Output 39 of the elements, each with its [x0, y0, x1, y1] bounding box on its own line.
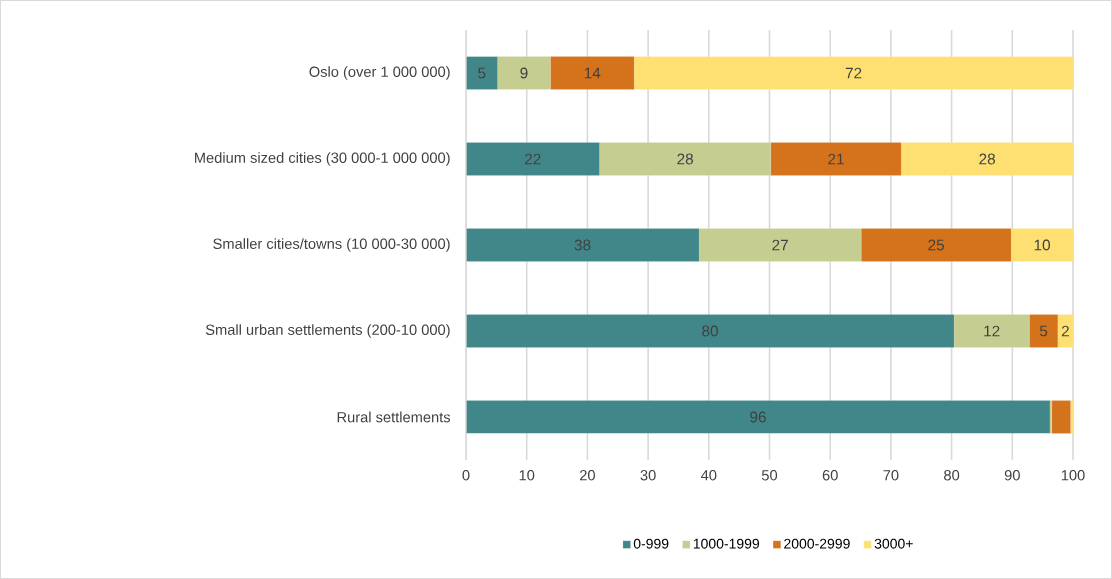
data-label: 27 [772, 239, 788, 251]
data-label: 96 [750, 411, 766, 423]
y-tick-label: Smaller cities/towns (10 000-30 000) [213, 238, 450, 252]
data-label: 25 [928, 239, 945, 251]
x-tick-label: 60 [822, 470, 838, 481]
data-label: 72 [845, 67, 862, 79]
x-tick-label: 20 [579, 470, 595, 481]
legend-label: 1000-1999 [693, 538, 760, 549]
data-label: 14 [584, 67, 601, 79]
x-tick-label: 40 [700, 470, 717, 481]
data-label: 10 [1034, 239, 1050, 251]
y-tick-label: Oslo (over 1 000 000) [309, 66, 450, 80]
x-tick-label: 70 [883, 470, 899, 481]
legend-label: 0-999 [633, 538, 669, 549]
y-tick-label: Rural settlements [337, 411, 451, 423]
legend-label: 2000-2999 [784, 538, 850, 549]
x-tick-label: 100 [1061, 470, 1085, 481]
data-label: 28 [677, 153, 693, 165]
data-label: 12 [984, 325, 1000, 337]
data-label: 38 [574, 239, 591, 251]
x-tick-label: 90 [1004, 470, 1020, 481]
data-label: 2 [1061, 325, 1069, 337]
y-tick-label: Medium sized cities (30 000-1 000 000) [195, 152, 450, 166]
x-tick-label: 30 [640, 470, 656, 481]
x-tick-label: 80 [944, 470, 960, 481]
data-label: 5 [1039, 325, 1048, 337]
bar [466, 400, 1051, 434]
data-label: 21 [828, 153, 844, 165]
data-label: 22 [525, 153, 541, 165]
data-label: 9 [520, 67, 528, 79]
bar [1051, 400, 1071, 434]
data-label: 80 [702, 325, 718, 337]
data-label: 28 [979, 153, 995, 165]
x-tick-label: 50 [761, 470, 778, 481]
x-tick-label: 10 [519, 470, 535, 481]
y-tick-label: Small urban settlements (200-10 000) [205, 324, 450, 338]
data-label: 5 [478, 67, 486, 79]
x-tick-label: 0 [462, 470, 470, 481]
legend-label: 3000+ [874, 538, 913, 549]
